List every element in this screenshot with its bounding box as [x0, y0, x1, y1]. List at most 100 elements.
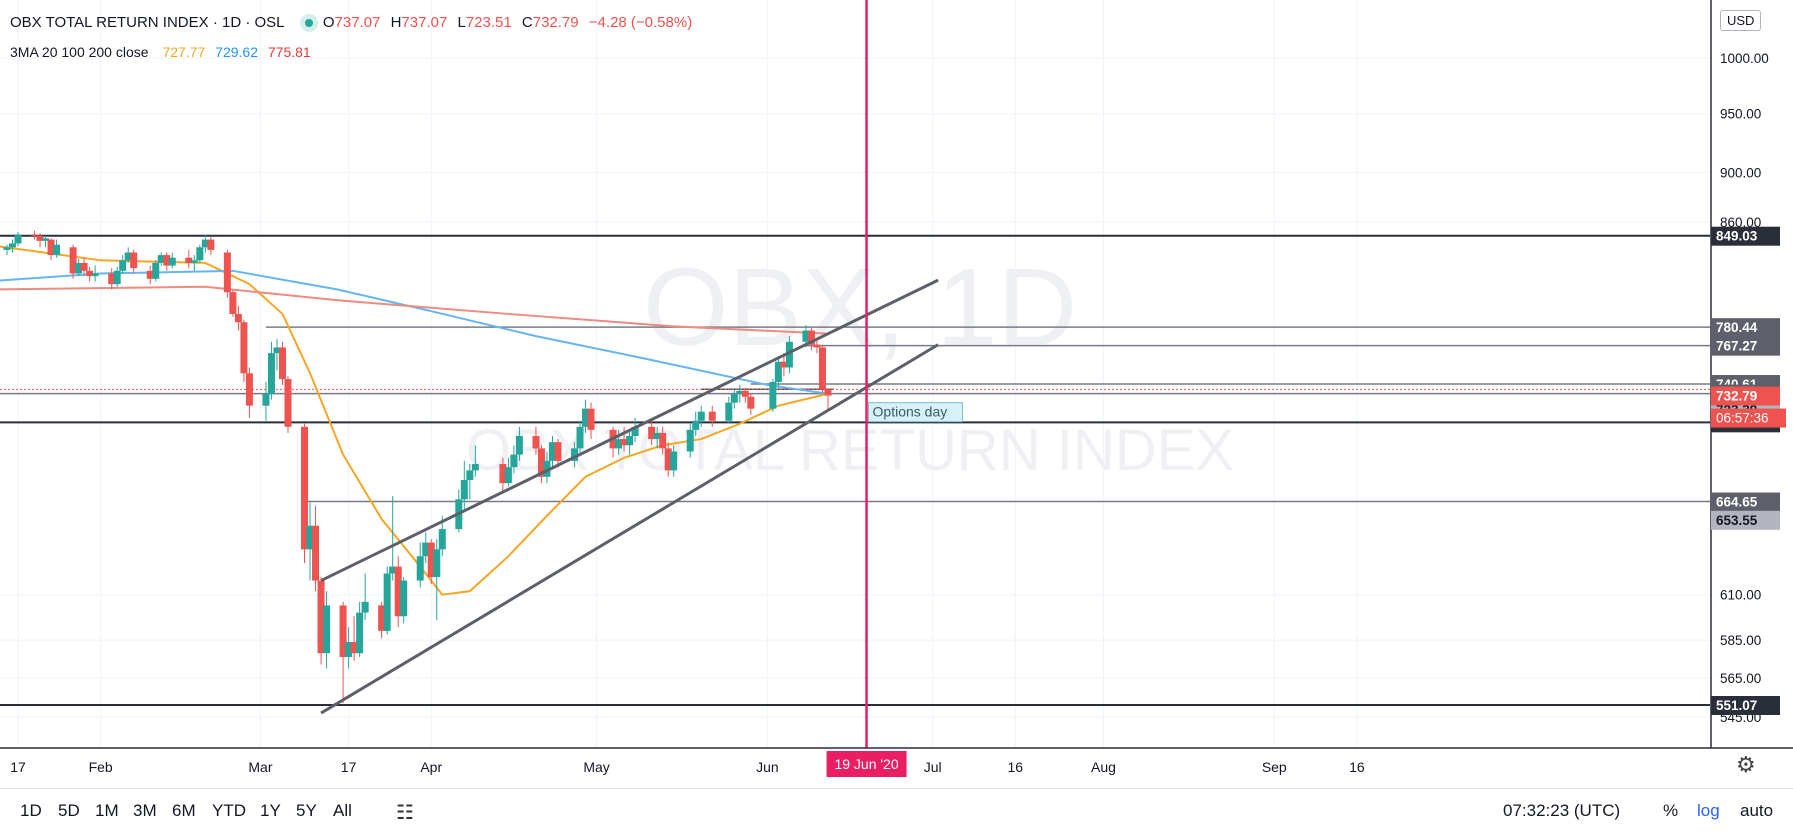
- level-price-label: 849.03: [1716, 229, 1758, 244]
- candle-body: [554, 442, 562, 461]
- candle: [245, 367, 253, 418]
- candle: [339, 601, 347, 704]
- candle: [36, 233, 44, 248]
- change-value: −4.28 (−0.58%): [588, 14, 693, 31]
- candle: [91, 265, 99, 282]
- candle-body: [802, 330, 810, 342]
- timeframe-1y[interactable]: 1Y: [260, 801, 281, 820]
- x-tick-label: 17: [341, 759, 357, 775]
- candle-body: [422, 542, 430, 557]
- level-price-label: 767.27: [1716, 339, 1757, 354]
- candle: [466, 464, 474, 500]
- timeframe-all[interactable]: All: [333, 801, 352, 820]
- candle: [152, 260, 160, 282]
- candle: [730, 387, 738, 409]
- y-tick-label: 585.00: [1720, 633, 1761, 648]
- candle-body: [306, 525, 314, 550]
- market-status-icon: [304, 19, 313, 28]
- candle: [813, 338, 821, 354]
- low-value: 723.51: [465, 14, 512, 31]
- timeframe-ytd[interactable]: YTD: [212, 801, 246, 820]
- candle: [818, 344, 826, 394]
- candle: [207, 237, 215, 256]
- percent-toggle[interactable]: %: [1663, 801, 1679, 820]
- candle-body: [664, 448, 672, 471]
- candle: [229, 289, 237, 317]
- candle: [400, 577, 408, 624]
- timeframe-5y[interactable]: 5Y: [296, 801, 317, 820]
- candle: [692, 411, 700, 436]
- candle: [697, 405, 705, 427]
- candle: [42, 235, 50, 248]
- timeframe-3m[interactable]: 3M: [133, 801, 157, 820]
- last-price-label: 732.79: [1716, 389, 1757, 404]
- candle: [620, 426, 628, 452]
- candle-body: [769, 381, 777, 409]
- candle: [686, 423, 694, 458]
- candle: [361, 573, 369, 620]
- candle: [345, 627, 353, 669]
- timeframe-1d[interactable]: 1D: [20, 801, 42, 820]
- candle-body: [80, 262, 88, 271]
- candle-body: [504, 467, 512, 484]
- x-tick-label: Mar: [248, 759, 272, 775]
- x-tick-label: 16: [1349, 759, 1365, 775]
- candle: [350, 616, 358, 661]
- candle-body: [653, 432, 661, 440]
- candle-body: [747, 396, 755, 409]
- candle-body: [356, 612, 364, 654]
- vertical-marker[interactable]: Options day: [865, 0, 964, 748]
- clock[interactable]: 07:32:23 (UTC): [1503, 801, 1621, 820]
- auto-toggle[interactable]: auto: [1740, 801, 1774, 820]
- y-tick-label: 1000.00: [1720, 51, 1769, 66]
- candle: [8, 239, 16, 253]
- gear-icon[interactable]: ⚙: [1736, 752, 1756, 777]
- timeframe-5d[interactable]: 5D: [58, 801, 80, 820]
- candle: [146, 265, 154, 285]
- candle-body: [471, 464, 479, 471]
- candle-body: [813, 344, 821, 348]
- candlesticks: [3, 230, 832, 704]
- candle-body: [383, 573, 391, 631]
- candle: [185, 249, 193, 269]
- symbol-title: OBX TOTAL RETURN INDEX · 1D · OSL: [10, 14, 285, 31]
- candle-body: [317, 580, 325, 654]
- candle-body: [615, 439, 623, 449]
- candle: [422, 532, 430, 564]
- high-value: 737.07: [401, 14, 448, 31]
- symbol-legend: OBX TOTAL RETURN INDEX · 1D · OSL O 737.0…: [10, 14, 698, 31]
- log-toggle[interactable]: log: [1697, 801, 1720, 820]
- candle: [416, 542, 424, 588]
- candle: [653, 426, 661, 449]
- candle: [747, 393, 755, 415]
- timeframe-6m[interactable]: 6M: [172, 801, 196, 820]
- candle-body: [378, 605, 386, 631]
- candle-body: [301, 426, 309, 550]
- candle-body: [389, 566, 397, 574]
- candle: [824, 389, 832, 410]
- candle-body: [824, 389, 832, 396]
- open-label: O: [322, 14, 335, 31]
- candle-body: [146, 270, 154, 279]
- trendline: [320, 343, 939, 715]
- calendar-icon[interactable]: ☷: [396, 802, 414, 824]
- candle-body: [416, 556, 424, 581]
- candle: [582, 399, 590, 433]
- candle: [113, 266, 121, 287]
- y-tick-label: 860.00: [1720, 215, 1761, 230]
- candle-body: [548, 442, 556, 461]
- trendlines[interactable]: [320, 278, 939, 715]
- level-price-label-box: [1711, 318, 1780, 338]
- candle-body: [245, 373, 253, 406]
- candle: [306, 502, 314, 581]
- axes: [0, 0, 1793, 749]
- timeframe-1m[interactable]: 1M: [95, 801, 119, 820]
- candle-body: [124, 252, 132, 261]
- candle-body: [262, 393, 270, 406]
- candle-body: [234, 313, 242, 323]
- candle: [626, 429, 634, 455]
- currency-badge[interactable]: USD: [1720, 10, 1762, 31]
- x-tick-label: Feb: [89, 759, 113, 775]
- candle-body: [433, 549, 441, 578]
